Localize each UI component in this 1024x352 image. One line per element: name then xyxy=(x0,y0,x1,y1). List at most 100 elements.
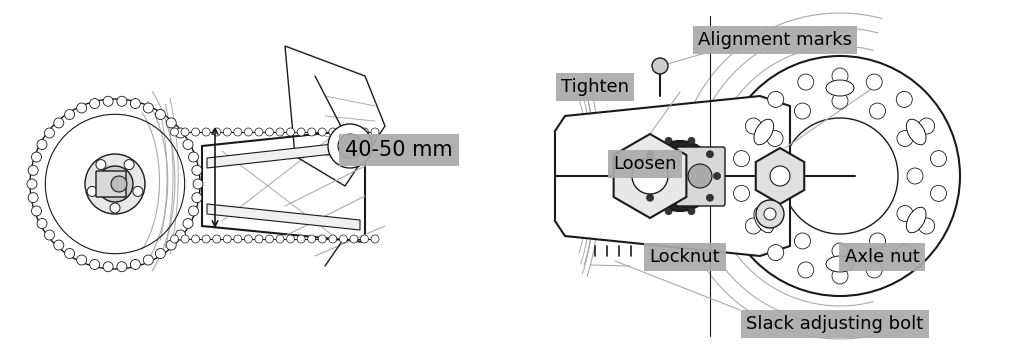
Circle shape xyxy=(124,159,134,170)
Polygon shape xyxy=(207,204,360,230)
Circle shape xyxy=(130,259,140,270)
Circle shape xyxy=(65,109,75,120)
Circle shape xyxy=(181,128,189,136)
Circle shape xyxy=(188,206,199,216)
Polygon shape xyxy=(555,96,790,256)
Circle shape xyxy=(831,243,848,259)
Circle shape xyxy=(756,200,784,228)
Circle shape xyxy=(213,128,221,136)
Circle shape xyxy=(328,124,372,168)
Polygon shape xyxy=(207,141,360,168)
Circle shape xyxy=(688,208,695,215)
Circle shape xyxy=(245,128,252,136)
Circle shape xyxy=(339,128,347,136)
Circle shape xyxy=(371,235,379,243)
Circle shape xyxy=(175,128,185,138)
Circle shape xyxy=(28,165,38,175)
Circle shape xyxy=(32,152,42,162)
Circle shape xyxy=(329,235,337,243)
Circle shape xyxy=(166,118,176,128)
Circle shape xyxy=(27,179,37,189)
Circle shape xyxy=(745,218,762,234)
Ellipse shape xyxy=(906,207,926,233)
Circle shape xyxy=(660,156,700,196)
Circle shape xyxy=(688,164,712,188)
Circle shape xyxy=(265,128,273,136)
Circle shape xyxy=(646,194,653,201)
Circle shape xyxy=(143,255,154,265)
Circle shape xyxy=(44,128,54,138)
Circle shape xyxy=(233,128,242,136)
Text: Axle nut: Axle nut xyxy=(845,248,920,266)
Circle shape xyxy=(117,262,127,272)
Circle shape xyxy=(213,235,221,243)
Circle shape xyxy=(670,166,690,186)
Circle shape xyxy=(733,186,750,201)
Circle shape xyxy=(223,235,231,243)
Circle shape xyxy=(143,103,154,113)
Circle shape xyxy=(757,168,773,184)
Circle shape xyxy=(96,159,105,170)
Circle shape xyxy=(133,187,142,196)
Polygon shape xyxy=(756,148,804,204)
Circle shape xyxy=(97,166,133,202)
Circle shape xyxy=(188,152,199,162)
Ellipse shape xyxy=(826,256,854,272)
Circle shape xyxy=(646,151,653,158)
Circle shape xyxy=(931,151,946,166)
Circle shape xyxy=(276,235,284,243)
Circle shape xyxy=(90,99,99,108)
Circle shape xyxy=(640,172,646,180)
Circle shape xyxy=(202,128,210,136)
Circle shape xyxy=(688,137,695,144)
Circle shape xyxy=(175,230,185,240)
Circle shape xyxy=(87,187,97,196)
Circle shape xyxy=(103,262,113,272)
Circle shape xyxy=(191,128,200,136)
Circle shape xyxy=(106,175,124,193)
Ellipse shape xyxy=(906,119,926,145)
Circle shape xyxy=(77,103,87,113)
Circle shape xyxy=(798,74,814,90)
Circle shape xyxy=(85,154,145,214)
Circle shape xyxy=(117,96,127,106)
Circle shape xyxy=(183,219,193,228)
Circle shape xyxy=(866,262,883,278)
Circle shape xyxy=(831,68,848,84)
Circle shape xyxy=(896,92,912,107)
Text: Loosen: Loosen xyxy=(613,155,677,173)
Circle shape xyxy=(202,235,210,243)
Circle shape xyxy=(37,139,47,150)
Circle shape xyxy=(265,235,273,243)
Circle shape xyxy=(223,128,231,136)
Circle shape xyxy=(77,255,87,265)
Circle shape xyxy=(782,118,898,234)
Circle shape xyxy=(183,139,193,150)
Circle shape xyxy=(255,235,263,243)
Circle shape xyxy=(869,103,886,119)
Circle shape xyxy=(768,245,783,260)
Circle shape xyxy=(798,262,814,278)
Circle shape xyxy=(350,128,358,136)
Circle shape xyxy=(156,249,166,258)
Circle shape xyxy=(318,128,327,136)
Ellipse shape xyxy=(754,207,774,233)
Circle shape xyxy=(307,235,315,243)
Circle shape xyxy=(632,158,668,194)
Circle shape xyxy=(307,128,315,136)
Circle shape xyxy=(350,235,358,243)
Circle shape xyxy=(767,131,783,146)
Ellipse shape xyxy=(754,119,774,145)
Circle shape xyxy=(795,233,811,249)
Circle shape xyxy=(193,179,203,189)
Circle shape xyxy=(707,151,714,158)
Circle shape xyxy=(28,193,38,203)
FancyBboxPatch shape xyxy=(676,147,725,206)
Circle shape xyxy=(54,118,63,128)
Circle shape xyxy=(110,203,120,213)
Circle shape xyxy=(191,165,202,175)
Text: Locknut: Locknut xyxy=(649,248,720,266)
Circle shape xyxy=(233,235,242,243)
Circle shape xyxy=(276,128,284,136)
Circle shape xyxy=(287,235,295,243)
